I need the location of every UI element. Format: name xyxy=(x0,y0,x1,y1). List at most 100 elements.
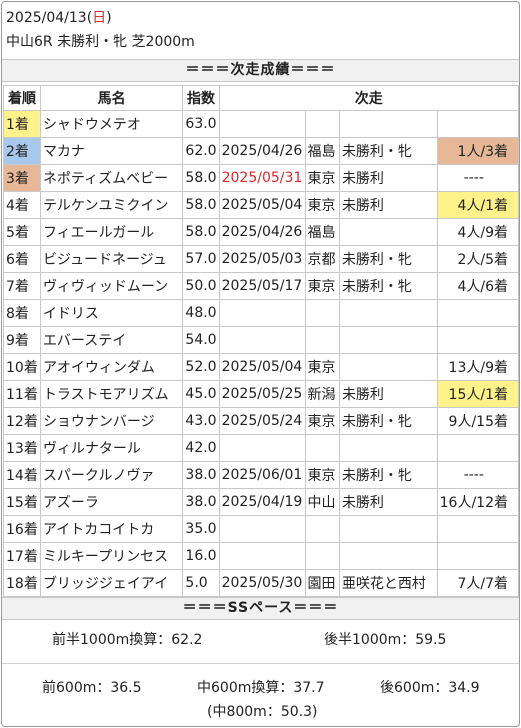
next-date-cell: 2025/06/01 xyxy=(218,461,306,489)
next-race-cell xyxy=(338,218,438,246)
rank-cell: 16着 xyxy=(3,515,41,543)
pace-first-half: 前半1000m換算：62.2 xyxy=(52,632,203,648)
horse-cell: アオイウィンダム xyxy=(39,353,184,381)
horse-cell: ヴィヴィッドムーン xyxy=(39,272,184,300)
rank-cell: 18着 xyxy=(3,569,41,597)
rank-cell: 1着 xyxy=(3,110,41,138)
next-result-cell xyxy=(436,542,519,570)
pace-second-half: 後半1000m：59.5 xyxy=(324,632,447,648)
next-result-cell xyxy=(436,110,519,138)
next-result-cell: 15人/1着 xyxy=(436,380,519,408)
next-race-cell: 未勝利・牝 xyxy=(338,461,438,489)
next-date-cell: 2025/05/03 xyxy=(218,245,306,273)
next-date-cell: 2025/05/25 xyxy=(218,380,306,408)
horse-cell: ショウナンバージ xyxy=(39,407,184,435)
next-date-cell: 2025/05/24 xyxy=(218,407,306,435)
next-venue-cell: 園田 xyxy=(304,569,340,597)
horse-cell: フィエールガール xyxy=(39,218,184,246)
next-date-cell: 2025/05/31 xyxy=(218,164,306,192)
next-venue-cell xyxy=(304,326,340,354)
table-row: 4着 テルケンユミクイン 58.0 2025/05/04 東京 未勝利 4人/1着 xyxy=(3,191,519,219)
rank-cell: 9着 xyxy=(3,326,41,354)
next-result-cell: 13人/9着 xyxy=(436,353,519,381)
index-cell: 52.0 xyxy=(182,353,220,381)
col-horse: 馬名 xyxy=(39,85,184,111)
index-cell: 62.0 xyxy=(182,137,220,165)
next-race-cell: 未勝利・牝 xyxy=(338,272,438,300)
pace-first600: 前600m：36.5 xyxy=(42,680,142,696)
table-row: 12着 ショウナンバージ 43.0 2025/05/24 東京 未勝利・牝 9人/15着 xyxy=(3,407,519,435)
col-next: 次走 xyxy=(218,85,519,111)
next-race-cell xyxy=(338,542,438,570)
table-row: 16着 アイトカコイトカ 35.0 xyxy=(3,515,519,543)
table-row: 10着 アオイウィンダム 52.0 2025/05/04 東京 13人/9着 xyxy=(3,353,519,381)
horse-cell: イドリス xyxy=(39,299,184,327)
next-venue-cell xyxy=(304,110,340,138)
next-result-cell: 9人/15着 xyxy=(436,407,519,435)
next-result-cell: 4人/6着 xyxy=(436,272,519,300)
next-result-cell xyxy=(436,326,519,354)
next-race-cell: 未勝利 xyxy=(338,488,438,516)
results-section-title: ＝＝＝次走成績＝＝＝ xyxy=(2,59,519,82)
index-cell: 58.0 xyxy=(182,218,220,246)
next-result-cell: ---- xyxy=(436,164,519,192)
next-date-cell: 2025/05/17 xyxy=(218,272,306,300)
race-weekday: 日 xyxy=(92,10,107,26)
index-cell: 57.0 xyxy=(182,245,220,273)
rank-cell: 6着 xyxy=(3,245,41,273)
index-cell: 42.0 xyxy=(182,434,220,462)
table-header-row: 着順 馬名 指数 次走 xyxy=(3,85,519,111)
next-date-cell xyxy=(218,515,306,543)
next-race-cell xyxy=(338,353,438,381)
race-title: 中山6R 未勝利・牝 芝2000m xyxy=(6,34,195,50)
table-row: 6着 ビジュードネージュ 57.0 2025/05/03 京都 未勝利・牝 2人/5着 xyxy=(3,245,519,273)
next-venue-cell: 福島 xyxy=(304,137,340,165)
pace-mid600: 中600m換算：37.7 xyxy=(197,680,325,696)
pace-last600: 後600m：34.9 xyxy=(380,680,480,696)
rank-cell: 10着 xyxy=(3,353,41,381)
table-row: 17着 ミルキープリンセス 16.0 xyxy=(3,542,519,570)
rank-cell: 3着 xyxy=(3,164,41,192)
next-result-cell: 2人/5着 xyxy=(436,245,519,273)
next-venue-cell: 東京 xyxy=(304,272,340,300)
next-result-cell: 7人/7着 xyxy=(436,569,519,597)
table-row: 15着 アズーラ 38.0 2025/04/19 中山 未勝利 16人/12着 xyxy=(3,488,519,516)
next-venue-cell: 福島 xyxy=(304,218,340,246)
next-race-cell: 未勝利・牝 xyxy=(338,137,438,165)
index-cell: 54.0 xyxy=(182,326,220,354)
table-row: 11着 トラストモアリズム 45.0 2025/05/25 新潟 未勝利 15人/1着 xyxy=(3,380,519,408)
next-date-cell: 2025/04/19 xyxy=(218,488,306,516)
next-date-cell xyxy=(218,110,306,138)
table-row: 1着 シャドウメテオ 63.0 xyxy=(3,110,519,138)
next-race-cell: 未勝利 xyxy=(338,380,438,408)
rank-cell: 7着 xyxy=(3,272,41,300)
pace-section-title: ＝＝＝SSペース＝＝＝ xyxy=(2,597,519,620)
horse-cell: ブリッジジェイアイ xyxy=(39,569,184,597)
table-row: 8着 イドリス 48.0 xyxy=(3,299,519,327)
index-cell: 58.0 xyxy=(182,164,220,192)
rank-cell: 8着 xyxy=(3,299,41,327)
next-venue-cell: 東京 xyxy=(304,191,340,219)
next-race-cell: 亜咲花と西村 xyxy=(338,569,438,597)
horse-cell: アズーラ xyxy=(39,488,184,516)
horse-cell: アイトカコイトカ xyxy=(39,515,184,543)
rank-cell: 11着 xyxy=(3,380,41,408)
next-date-cell xyxy=(218,542,306,570)
next-race-cell xyxy=(338,515,438,543)
index-cell: 63.0 xyxy=(182,110,220,138)
horse-cell: シャドウメテオ xyxy=(39,110,184,138)
table-row: 7着 ヴィヴィッドムーン 50.0 2025/05/17 東京 未勝利・牝 4人/6着 xyxy=(3,272,519,300)
next-venue-cell xyxy=(304,434,340,462)
index-cell: 45.0 xyxy=(182,380,220,408)
next-result-cell xyxy=(436,434,519,462)
index-cell: 58.0 xyxy=(182,191,220,219)
table-row: 18着 ブリッジジェイアイ 5.0 2025/05/30 園田 亜咲花と西村 7人/7着 xyxy=(3,569,519,597)
table-row: 3着 ネポティズムベビー 58.0 2025/05/31 東京 未勝利 ---- xyxy=(3,164,519,192)
index-cell: 35.0 xyxy=(182,515,220,543)
next-race-cell xyxy=(338,434,438,462)
next-venue-cell xyxy=(304,542,340,570)
next-result-cell: 16人/12着 xyxy=(436,488,519,516)
next-venue-cell: 東京 xyxy=(304,353,340,381)
race-date: 2025/04/13 xyxy=(6,10,87,26)
